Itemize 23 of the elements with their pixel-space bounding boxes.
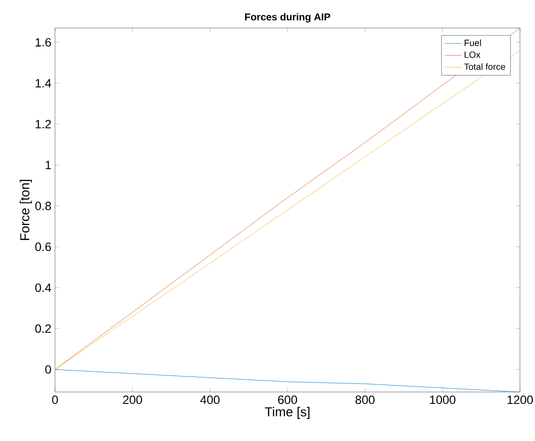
y-tick-label: 0.8 [35, 202, 51, 210]
x-tick-label: 800 [356, 396, 375, 404]
y-tick-label: 1 [46, 160, 51, 170]
x-tick-label: 200 [123, 396, 142, 404]
chart-title: Forces during AIP [245, 13, 330, 22]
x-tick-label: 400 [200, 396, 220, 404]
y-tick-label: 0 [45, 365, 52, 374]
legend-label: LOx [464, 51, 480, 58]
y-tick-label: 0.4 [35, 283, 52, 292]
x-tick-label: 1000 [430, 396, 456, 404]
y-tick-label: 0.2 [35, 324, 51, 333]
x-tick-label: 600 [278, 396, 298, 404]
y-tick-label: 1.6 [36, 38, 51, 47]
y-tick-label: 1.4 [36, 79, 52, 88]
x-axis-title: Time [s] [264, 406, 310, 419]
legend-label: Fuel [464, 39, 481, 46]
legend-label: Total force [464, 63, 506, 70]
y-tick-label: 1.2 [36, 120, 51, 128]
x-tick-label: 0 [52, 396, 58, 404]
y-tick-label: 0.6 [35, 242, 51, 252]
x-tick-label: 1200 [508, 396, 533, 404]
line-series [55, 369, 520, 392]
y-axis-title: Force [ton] [20, 180, 32, 240]
